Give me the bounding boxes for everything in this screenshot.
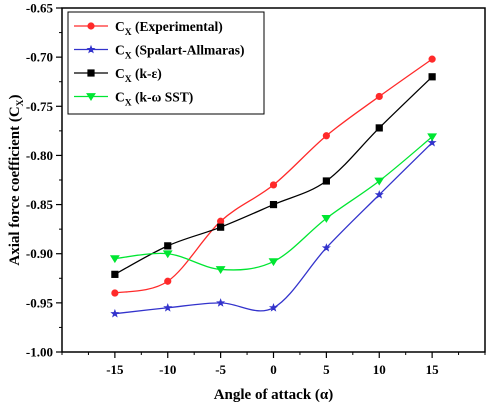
y-tick-label: -0.85 xyxy=(26,197,54,212)
triangle-marker xyxy=(268,258,279,267)
y-tick-labels: -0.65 -0.70 -0.75 -0.80 -0.85 -0.90 -0.95 -1.00 xyxy=(26,1,54,360)
square-marker xyxy=(375,124,383,132)
triangle-marker xyxy=(109,255,120,264)
circle-marker xyxy=(269,181,278,189)
x-tick-label: 5 xyxy=(323,362,330,377)
star-marker xyxy=(268,303,279,312)
x-tick-label: 0 xyxy=(270,362,277,377)
x-tick-label: 15 xyxy=(426,362,440,377)
star-marker xyxy=(321,243,331,252)
legend-label-1: CX (Spalart-Allmaras) xyxy=(115,43,244,62)
legend: CX (Experimental) CX (Spalart-Allmaras) CX… xyxy=(67,11,265,115)
x-tick-label: -10 xyxy=(159,362,176,377)
circle-marker xyxy=(322,132,330,140)
square-marker xyxy=(164,242,172,250)
circle-marker xyxy=(87,22,95,30)
circle-marker xyxy=(111,289,119,297)
plot-frame xyxy=(61,7,486,353)
triangle-marker xyxy=(427,133,438,142)
x-tick-label: -15 xyxy=(106,362,124,377)
square-marker xyxy=(87,69,95,77)
star-marker xyxy=(163,303,173,312)
triangle-marker xyxy=(321,214,332,223)
circle-marker xyxy=(375,92,383,101)
y-axis-title: Axial force coefficient (CX) xyxy=(7,94,26,265)
triangle-marker xyxy=(162,250,173,259)
series-markers xyxy=(109,55,438,318)
x-tick-labels: -15 -10 -5 0 5 10 15 xyxy=(106,362,439,377)
y-tick-label: -0.75 xyxy=(26,99,54,114)
circle-marker xyxy=(217,217,225,225)
series-line-1 xyxy=(114,142,433,315)
star-marker xyxy=(86,44,96,54)
x-axis-title: Angle of attack (α) xyxy=(214,387,334,403)
triangle-marker xyxy=(86,93,96,102)
star-marker xyxy=(374,189,384,199)
square-marker xyxy=(217,223,225,231)
y-tick-label: -0.70 xyxy=(26,50,53,65)
x-tick-label: -5 xyxy=(215,362,226,377)
triangle-marker xyxy=(374,177,385,186)
square-marker xyxy=(269,200,278,209)
y-tick-label: -1.00 xyxy=(26,345,53,360)
circle-marker xyxy=(428,55,436,63)
legend-label-3: CX (k-ω SST) xyxy=(115,90,193,109)
y-tick-label: -0.90 xyxy=(26,246,53,261)
star-marker xyxy=(110,308,120,318)
circle-marker xyxy=(164,277,172,285)
x-tick-label: 10 xyxy=(373,362,386,377)
square-marker xyxy=(428,73,436,81)
y-tick-label: -0.95 xyxy=(26,295,54,310)
square-marker xyxy=(322,177,330,185)
star-marker xyxy=(216,298,226,307)
square-marker xyxy=(111,270,119,278)
legend-label-2: CX (k-ε) xyxy=(115,66,162,85)
y-tick-label: -0.80 xyxy=(26,148,53,163)
y-tick-label: -0.65 xyxy=(26,1,54,16)
triangle-marker xyxy=(215,266,226,274)
star-marker xyxy=(427,137,437,147)
legend-label-0: CX (Experimental) xyxy=(115,19,223,38)
